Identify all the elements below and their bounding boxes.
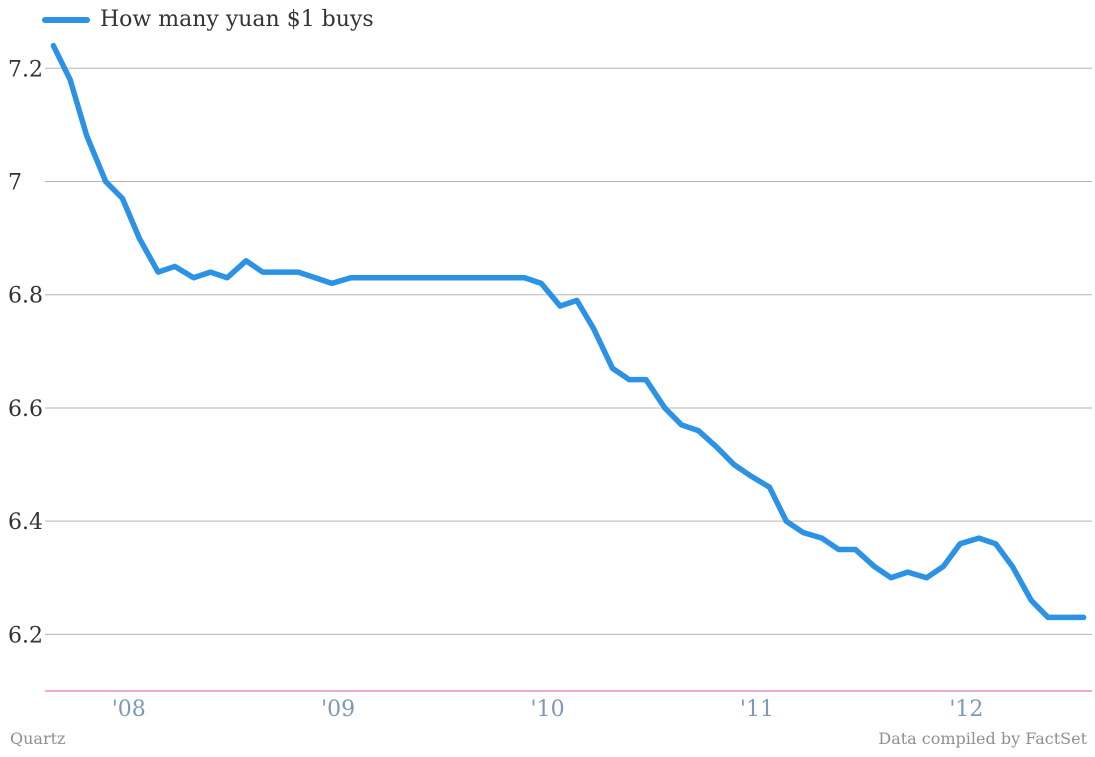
legend-label: How many yuan $1 buys — [100, 7, 374, 32]
y-tick-label: 6.8 — [8, 284, 43, 309]
y-tick-label: 7 — [8, 171, 22, 196]
x-tick-label: '09 — [321, 697, 355, 722]
y-tick-label: 7.2 — [8, 57, 43, 82]
x-tick-label: '10 — [531, 697, 565, 722]
footer-source-right: Data compiled by FactSet — [878, 729, 1087, 748]
legend-swatch — [42, 17, 90, 23]
y-tick-label: 6.6 — [8, 397, 43, 422]
chart-legend: How many yuan $1 buys — [42, 6, 374, 34]
x-tick-label: '11 — [740, 697, 774, 722]
x-tick-label: '12 — [949, 697, 983, 722]
y-tick-label: 6.2 — [8, 623, 43, 648]
footer-source-left: Quartz — [10, 729, 66, 748]
x-tick-label: '08 — [112, 697, 146, 722]
y-tick-label: 6.4 — [8, 510, 43, 535]
series-line-0 — [50, 42, 1087, 621]
